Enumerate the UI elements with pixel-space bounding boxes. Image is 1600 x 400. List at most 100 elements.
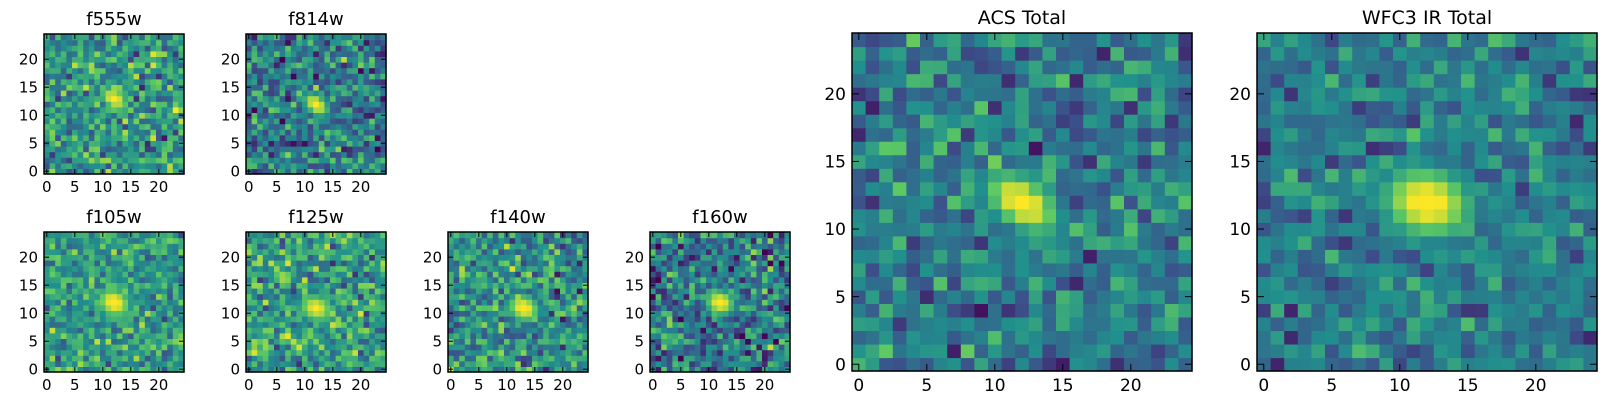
heatmap-cell [55, 316, 62, 323]
heatmap-cell [1015, 141, 1030, 156]
heatmap-cell [66, 62, 73, 69]
heatmap-cell [1515, 316, 1530, 332]
heatmap-cell [453, 310, 460, 317]
heatmap-cell [44, 118, 51, 125]
heatmap-cell [1529, 276, 1544, 291]
heatmap-cell [655, 260, 662, 267]
heatmap-cell [330, 304, 337, 311]
heatmap-cell [1042, 316, 1057, 332]
heatmap-cell [960, 208, 975, 223]
heatmap-cell [313, 118, 320, 125]
heatmap-cell [492, 360, 499, 367]
heatmap-cell [358, 299, 365, 306]
heatmap-cell [655, 332, 662, 339]
heatmap-cell [150, 140, 157, 147]
heatmap-cell [1257, 343, 1272, 359]
heatmap-cell [526, 265, 533, 272]
heatmap-cell [83, 50, 90, 57]
heatmap-cell [346, 288, 353, 295]
heatmap-cell [745, 360, 752, 367]
heatmap-cell [672, 265, 679, 272]
heatmap-cell [111, 282, 118, 289]
x-tick-label: 0 [244, 178, 254, 196]
heatmap-cell [313, 254, 320, 261]
heatmap-cell [335, 123, 342, 130]
heatmap-cell [257, 95, 264, 102]
heatmap-cell [296, 293, 303, 300]
heatmap-cell [318, 355, 325, 362]
heatmap-cell [487, 304, 494, 311]
heatmap-cell [49, 327, 56, 334]
heatmap-cell [77, 56, 84, 63]
heatmap-cell [487, 288, 494, 295]
heatmap-cell [1556, 289, 1571, 304]
heatmap-cell [947, 208, 962, 223]
heatmap-cell [246, 95, 253, 102]
heatmap-cell [1461, 208, 1476, 223]
heatmap-cell [358, 101, 365, 108]
heatmap-cell [892, 73, 907, 88]
heatmap-cell [1542, 208, 1557, 223]
heatmap-cell [279, 260, 286, 267]
heatmap-cell [72, 360, 79, 367]
heatmap-cell [66, 248, 73, 255]
heatmap-cell [246, 271, 253, 278]
heatmap-cell [571, 293, 578, 300]
heatmap-cell [778, 338, 785, 345]
heatmap-cell [335, 50, 342, 57]
heatmap-cell [728, 344, 735, 351]
heatmap-cell [94, 84, 101, 91]
heatmap-cell [879, 316, 894, 332]
heatmap-cell [722, 260, 729, 267]
heatmap-cell [369, 134, 376, 141]
heatmap-cell [111, 78, 118, 85]
heatmap-cell [290, 112, 297, 119]
heatmap-cell [290, 106, 297, 113]
heatmap-cell [1164, 100, 1179, 115]
heatmap-cell [1042, 330, 1057, 345]
heatmap-cell [83, 45, 90, 52]
heatmap-cell [1042, 343, 1057, 359]
heatmap-cell [307, 95, 314, 102]
heatmap-cell [655, 355, 662, 362]
heatmap-cell [122, 45, 129, 52]
heatmap-cell [88, 34, 95, 41]
heatmap-cell [246, 293, 253, 300]
heatmap-cell [1270, 262, 1285, 277]
heatmap-cell [1151, 154, 1166, 169]
heatmap-cell [543, 360, 550, 367]
heatmap-cell [920, 195, 935, 210]
heatmap-cell [358, 62, 365, 69]
heatmap-cell [66, 146, 73, 153]
heatmap-cell [156, 299, 163, 306]
heatmap-cell [666, 360, 673, 367]
heatmap-cell [139, 162, 146, 169]
heatmap-cell [706, 299, 713, 306]
y-tick-label: 0 [835, 355, 846, 375]
heatmap-cell [515, 310, 522, 317]
heatmap-cell [335, 140, 342, 147]
heatmap-cell [1124, 154, 1139, 169]
x-tick-label: 5 [272, 178, 282, 196]
heatmap-cell [526, 232, 533, 239]
heatmap-cell [77, 39, 84, 46]
x-tick-label: 20 [149, 376, 168, 394]
heatmap-cell [296, 101, 303, 108]
heatmap-cell [734, 355, 741, 362]
heatmap-cell [83, 151, 90, 158]
heatmap-cell [144, 140, 151, 147]
heatmap-cell [1297, 154, 1312, 169]
heatmap-cell [251, 327, 258, 334]
heatmap-cell [313, 293, 320, 300]
heatmap-cell [313, 67, 320, 74]
heatmap-cell [330, 299, 337, 306]
heatmap-cell [892, 276, 907, 291]
heatmap-cell [576, 327, 583, 334]
heatmap-cell [83, 90, 90, 97]
heatmap-cell [892, 222, 907, 237]
heatmap-cell [1461, 181, 1476, 196]
heatmap-cell [285, 45, 292, 52]
heatmap-cell [172, 34, 179, 41]
heatmap-cell [324, 366, 331, 373]
heatmap-cell [122, 355, 129, 362]
